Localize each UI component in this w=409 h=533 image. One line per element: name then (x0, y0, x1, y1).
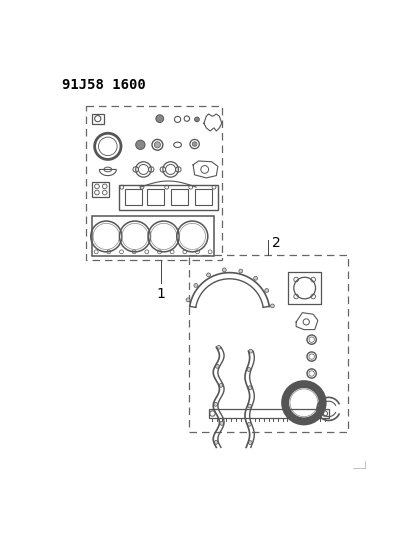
Bar (146, 189, 163, 205)
Circle shape (215, 365, 219, 368)
Circle shape (247, 404, 251, 408)
Circle shape (238, 269, 242, 273)
Bar (125, 189, 142, 205)
Circle shape (281, 381, 325, 424)
Bar (288, 272, 320, 304)
Circle shape (194, 117, 199, 122)
Bar (118, 185, 217, 210)
Circle shape (155, 115, 163, 123)
Bar (208, 409, 328, 418)
Text: 1: 1 (156, 287, 165, 301)
Circle shape (288, 387, 319, 418)
Bar (92, 114, 104, 124)
Circle shape (213, 402, 217, 406)
Bar (194, 189, 211, 205)
Circle shape (264, 288, 268, 293)
Circle shape (219, 422, 223, 425)
Circle shape (247, 422, 251, 426)
Bar (171, 189, 188, 205)
Text: 91J58 1600: 91J58 1600 (62, 78, 146, 92)
Circle shape (248, 441, 252, 445)
Circle shape (218, 383, 222, 387)
Circle shape (206, 273, 210, 277)
Circle shape (192, 142, 196, 147)
Bar (92, 182, 109, 197)
Circle shape (135, 140, 145, 149)
Circle shape (154, 142, 160, 148)
Circle shape (270, 304, 274, 308)
Circle shape (216, 345, 220, 349)
Circle shape (246, 368, 250, 372)
Bar (92, 216, 213, 256)
Circle shape (247, 386, 252, 390)
Circle shape (222, 268, 226, 272)
Circle shape (193, 284, 197, 287)
Text: 2: 2 (272, 236, 280, 249)
Circle shape (248, 349, 252, 353)
Circle shape (213, 440, 218, 445)
Circle shape (253, 276, 257, 280)
Circle shape (186, 298, 189, 302)
